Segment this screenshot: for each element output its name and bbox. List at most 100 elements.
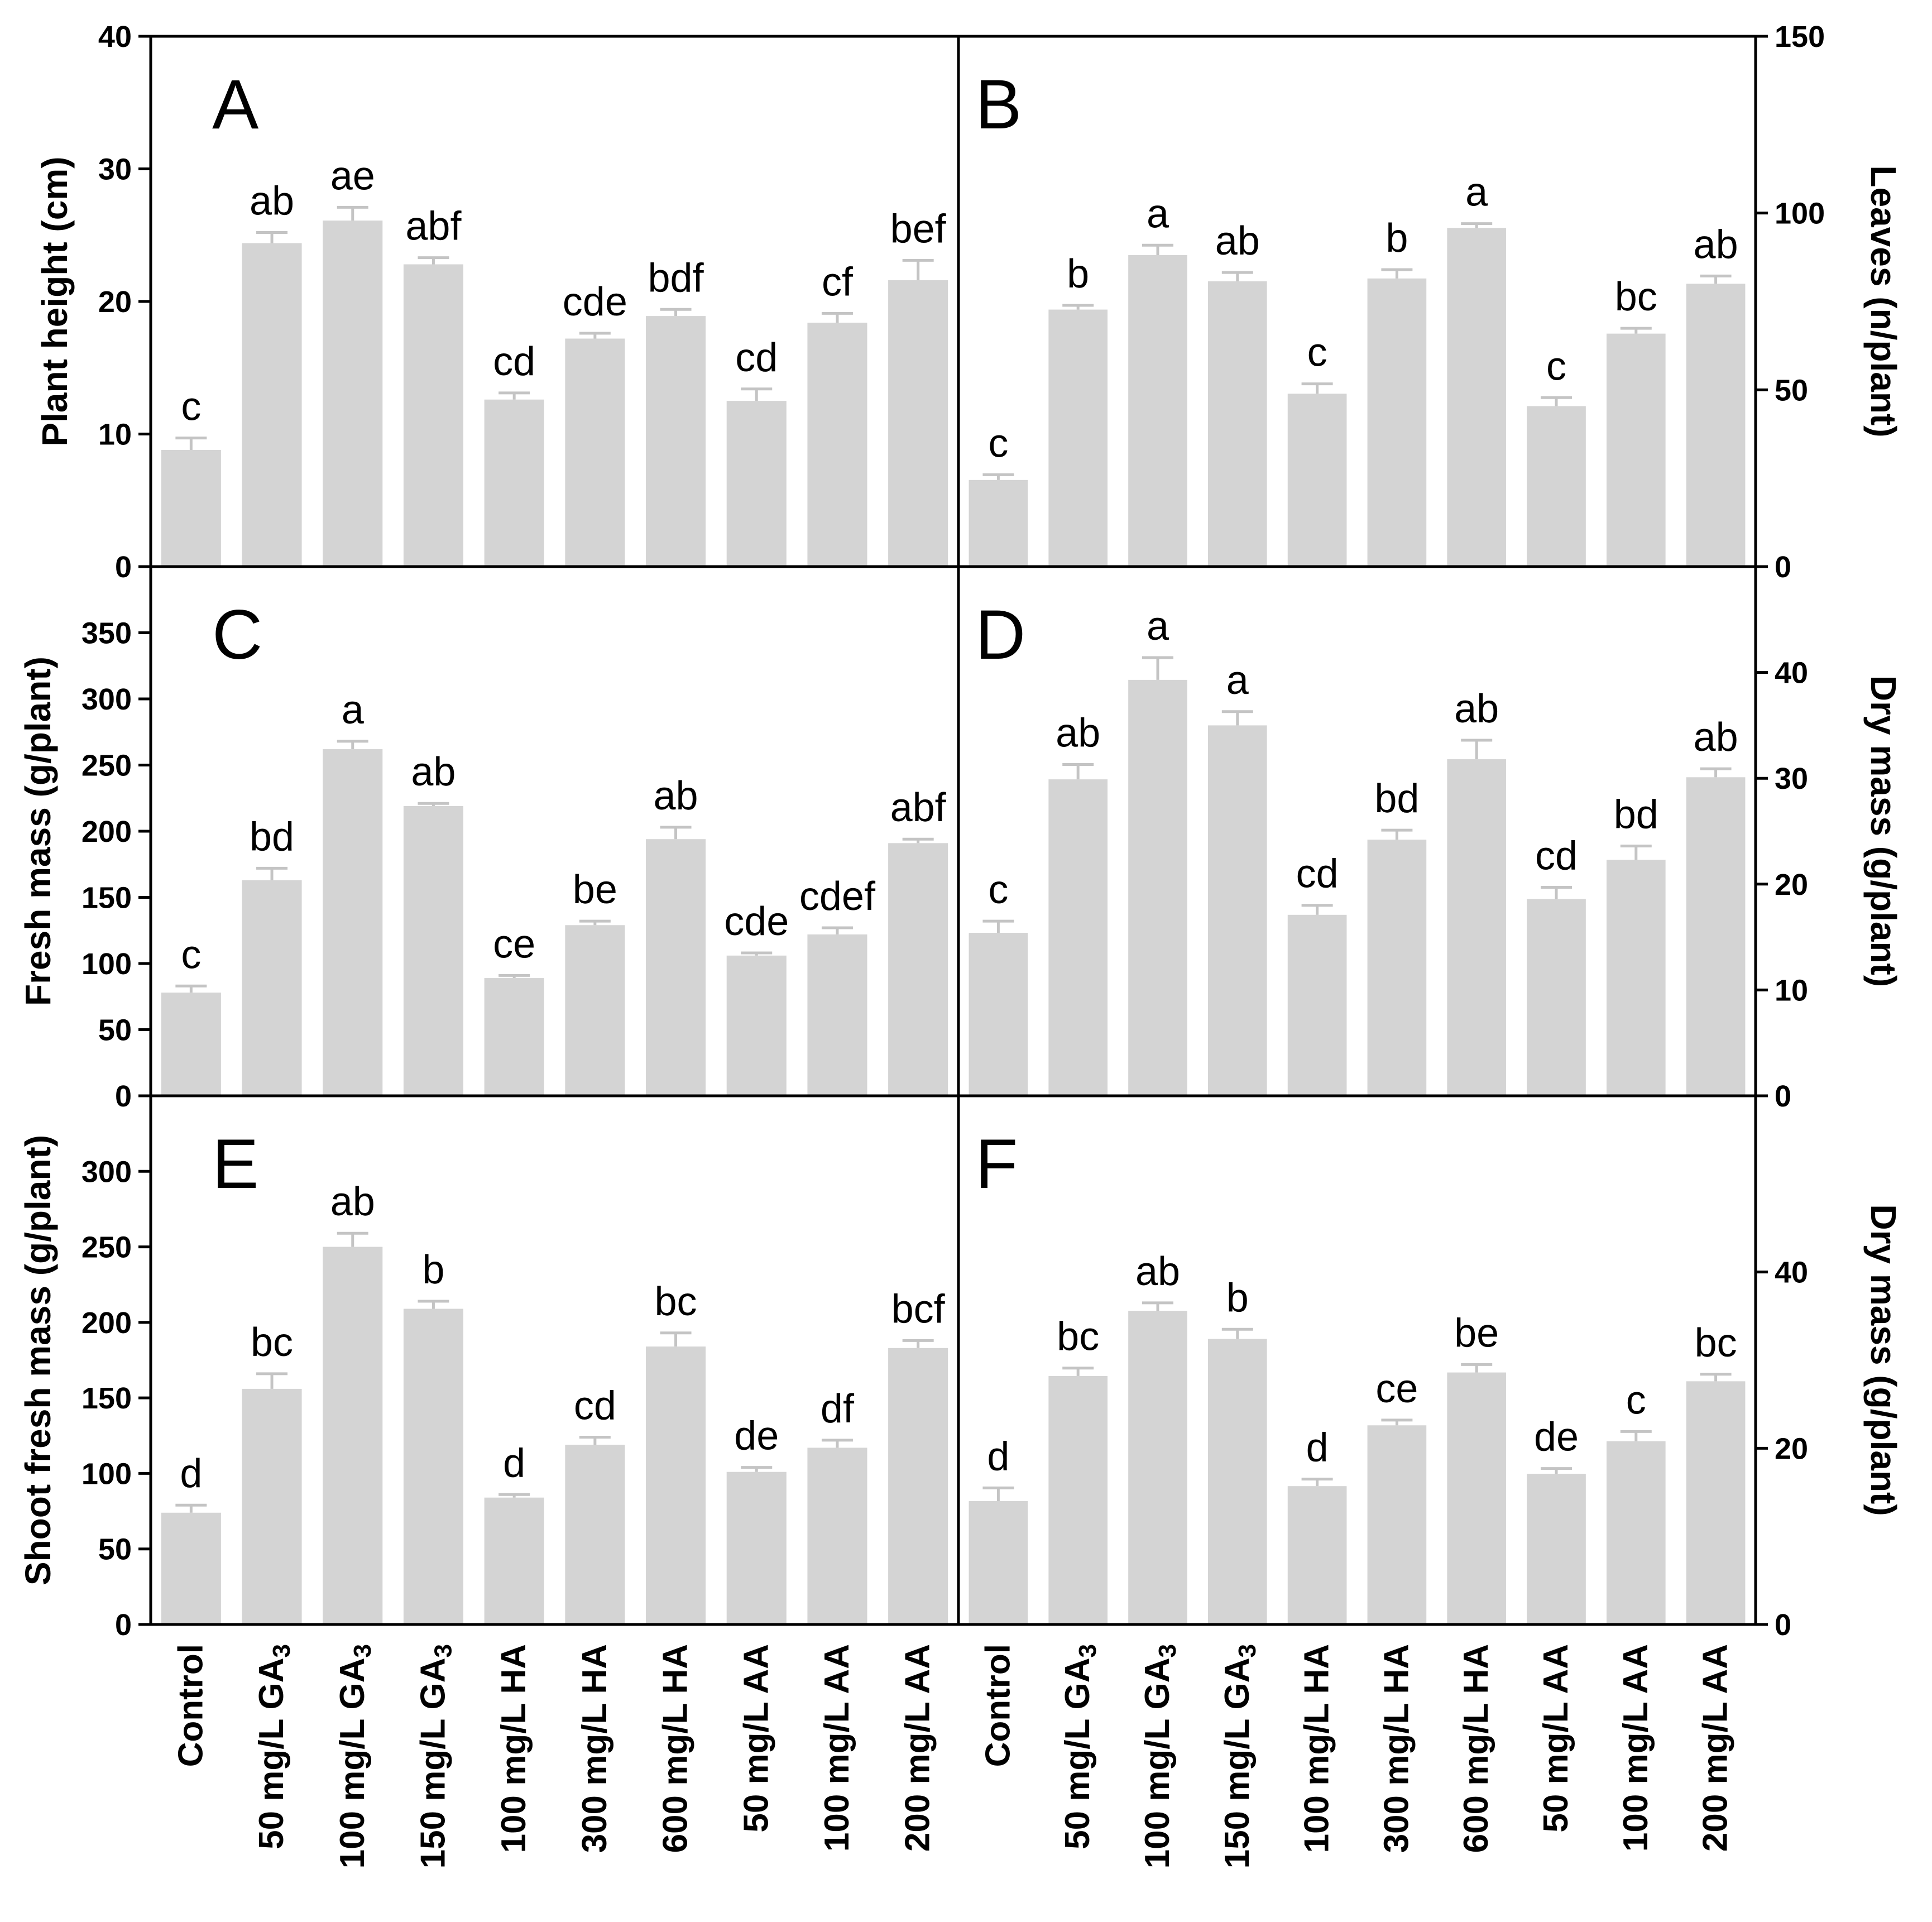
y-tick-label: 0 [1775, 1080, 1791, 1113]
y-axis-title: Dry mass (g/plant) [1863, 1204, 1904, 1516]
significance-label: cd [1296, 852, 1339, 897]
bar [1287, 1486, 1347, 1624]
bar [807, 323, 867, 567]
x-category-label: 150 mg/L GA3 [414, 1644, 457, 1868]
x-category-label: 50 mg/L AA [737, 1644, 775, 1833]
y-tick-label: 10 [98, 418, 132, 452]
significance-label: ab [411, 750, 456, 794]
significance-label: a [342, 688, 365, 732]
panel-letter-b: B [975, 66, 1022, 143]
bar [969, 480, 1028, 567]
significance-label: bef [890, 207, 947, 251]
significance-label: d [180, 1451, 202, 1496]
bar [1048, 309, 1108, 567]
y-axis-title: Leaves (n/plant) [1863, 165, 1904, 437]
significance-label: cd [735, 335, 778, 380]
y-tick-label: 20 [1775, 868, 1808, 902]
x-category-label: 600 mg/L HA [1457, 1644, 1495, 1853]
bar [1048, 1375, 1108, 1624]
bar [242, 1388, 302, 1624]
bar [1207, 281, 1267, 567]
x-category-labels: Control 50 mg/L GA3 100 mg/L GA3 150 mg/L G… [171, 1644, 1734, 1868]
bar [1606, 1441, 1666, 1624]
significance-label: ab [1056, 711, 1100, 756]
significance-label: a [1226, 658, 1249, 703]
significance-label: bc [1695, 1321, 1737, 1365]
significance-label: ab [1454, 687, 1499, 731]
significance-label: bdf [648, 256, 704, 300]
significance-label: ce [1375, 1367, 1418, 1411]
significance-label: bd [1614, 793, 1658, 837]
bar [1686, 777, 1746, 1096]
significance-label: a [1147, 191, 1169, 236]
bar [565, 1445, 625, 1624]
significance-label: c [181, 385, 201, 429]
x-category-label: Control [979, 1644, 1017, 1767]
y-tick-label: 150 [1775, 20, 1825, 54]
significance-label: cde [563, 280, 627, 324]
significance-label: cd [1535, 833, 1578, 878]
y-tick-label: 300 [82, 1155, 132, 1188]
bar [726, 955, 787, 1096]
y-tick-label: 150 [82, 881, 132, 915]
bar [888, 1348, 948, 1624]
bar [1207, 725, 1267, 1096]
bar [1128, 255, 1187, 567]
bar [403, 1309, 463, 1624]
bar [565, 925, 625, 1096]
bar [1207, 1339, 1267, 1624]
x-category-label: 300 mg/L HA [1377, 1644, 1416, 1853]
significance-label: c [1626, 1378, 1646, 1422]
bar [161, 450, 221, 567]
significance-label: abf [405, 204, 462, 249]
y-axis-title: Dry mass (g/plant) [1863, 675, 1904, 987]
significance-label: d [987, 1434, 1009, 1479]
significance-label: abf [890, 785, 947, 830]
significance-label: c [1307, 330, 1327, 375]
bar [484, 978, 544, 1096]
x-category-label: 50 mg/L GA3 [1058, 1644, 1101, 1849]
y-tick-label: 40 [98, 20, 132, 54]
significance-label: cd [574, 1383, 616, 1428]
significance-label: be [1454, 1311, 1499, 1355]
bar [646, 839, 706, 1096]
significance-label: c [988, 867, 1008, 912]
bar [646, 1346, 706, 1624]
y-tick-label: 100 [82, 1457, 132, 1490]
bar [888, 843, 948, 1096]
y-tick-label: 100 [82, 947, 132, 981]
significance-label: ab [1694, 715, 1738, 760]
bar [484, 1497, 544, 1624]
significance-label: ab [330, 1180, 375, 1224]
bar [323, 221, 383, 567]
y-tick-label: 250 [82, 749, 132, 783]
bar [1128, 1311, 1187, 1624]
significance-label: bc [251, 1320, 293, 1365]
bar [1367, 840, 1427, 1096]
significance-label: ab [1215, 219, 1260, 263]
bar [242, 880, 302, 1096]
bar [242, 243, 302, 567]
y-tick-label: 300 [82, 683, 132, 716]
bar [1686, 1381, 1746, 1624]
x-category-label: 100 mg/L AA [1617, 1644, 1655, 1852]
y-tick-label: 0 [1775, 1080, 1791, 1113]
y-tick-label: 350 [82, 617, 132, 650]
y-tick-label: 0 [1775, 1608, 1791, 1642]
bar [403, 264, 463, 567]
bar [1447, 1372, 1507, 1624]
x-category-label: 100 mg/L HA [495, 1644, 533, 1853]
bar [888, 280, 948, 567]
significance-label: cde [724, 899, 789, 944]
bar [1686, 284, 1746, 567]
significance-label: b [1386, 216, 1408, 261]
y-axis-title: Shoot fresh mass (g/plant) [18, 1135, 58, 1585]
y-tick-label: 200 [82, 815, 132, 849]
panel-letter-c: C [212, 596, 262, 674]
x-category-label: 100 mg/L GA3 [1138, 1644, 1181, 1868]
x-category-label: Control [171, 1644, 210, 1767]
y-axis-title: Fresh mass (g/plant) [18, 656, 58, 1006]
